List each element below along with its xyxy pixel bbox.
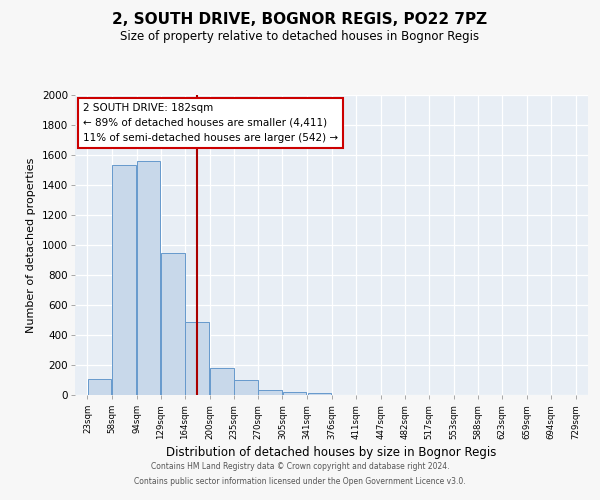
Bar bbox=[210, 368, 234, 395]
Bar bbox=[259, 390, 282, 395]
Text: Size of property relative to detached houses in Bognor Regis: Size of property relative to detached ho… bbox=[121, 30, 479, 43]
X-axis label: Distribution of detached houses by size in Bognor Regis: Distribution of detached houses by size … bbox=[166, 446, 497, 459]
Text: 2 SOUTH DRIVE: 182sqm
← 89% of detached houses are smaller (4,411)
11% of semi-d: 2 SOUTH DRIVE: 182sqm ← 89% of detached … bbox=[83, 102, 338, 143]
Text: Contains HM Land Registry data © Crown copyright and database right 2024.: Contains HM Land Registry data © Crown c… bbox=[151, 462, 449, 471]
Bar bbox=[88, 378, 112, 395]
Bar bbox=[308, 393, 331, 395]
Bar bbox=[137, 161, 160, 395]
Y-axis label: Number of detached properties: Number of detached properties bbox=[26, 158, 36, 332]
Bar bbox=[234, 380, 258, 395]
Text: 2, SOUTH DRIVE, BOGNOR REGIS, PO22 7PZ: 2, SOUTH DRIVE, BOGNOR REGIS, PO22 7PZ bbox=[112, 12, 488, 28]
Bar bbox=[185, 322, 209, 395]
Text: Contains public sector information licensed under the Open Government Licence v3: Contains public sector information licen… bbox=[134, 477, 466, 486]
Bar bbox=[112, 165, 136, 395]
Bar bbox=[161, 252, 185, 395]
Bar bbox=[283, 392, 307, 395]
